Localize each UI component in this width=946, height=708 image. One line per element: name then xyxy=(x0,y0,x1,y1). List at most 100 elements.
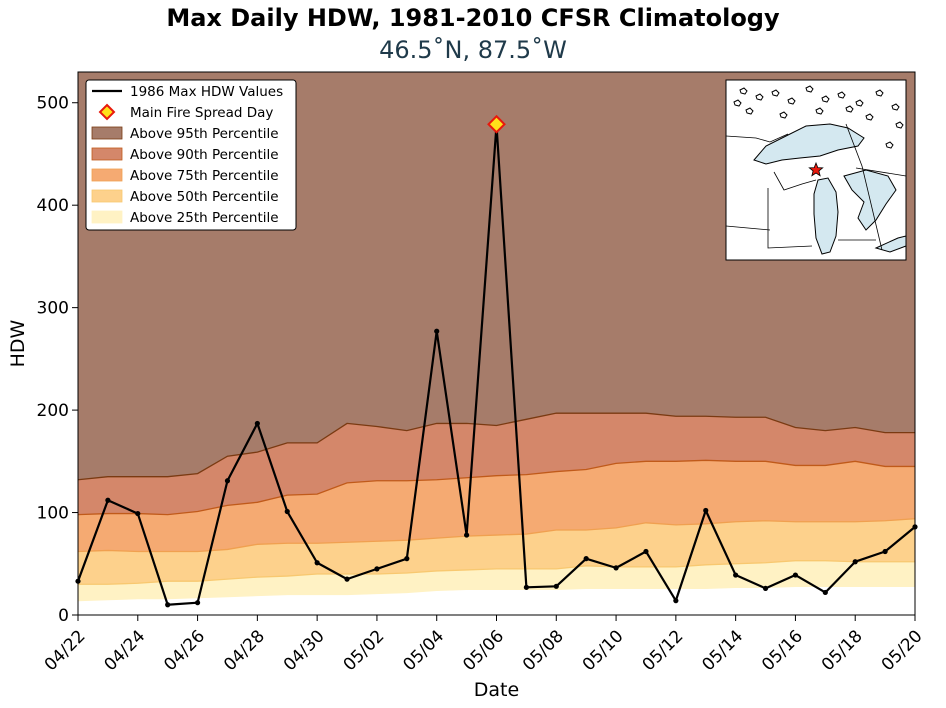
legend-label: Above 95th Percentile xyxy=(130,126,279,142)
y-tick-label: 400 xyxy=(37,196,69,216)
data-point xyxy=(374,566,380,572)
small-lake xyxy=(733,99,742,107)
data-point xyxy=(404,556,410,562)
border-line xyxy=(725,225,771,231)
percentile-line-1 xyxy=(77,459,915,516)
data-point xyxy=(733,572,739,578)
percentile-line-3 xyxy=(78,560,915,585)
small-lake xyxy=(837,91,846,99)
location-star-icon xyxy=(808,161,824,177)
x-tick-label: 05/08 xyxy=(519,626,568,675)
y-tick-label: 100 xyxy=(37,504,69,524)
main-fire-spread-day-marker xyxy=(487,114,506,134)
y-tick-label: 200 xyxy=(37,401,69,421)
y-tick-label: 0 xyxy=(58,606,69,626)
data-point xyxy=(284,508,290,515)
data-point xyxy=(105,497,111,503)
legend-patch-swatch xyxy=(91,126,123,140)
legend: 1986 Max HDW Values Main Fire Spread Day A… xyxy=(85,79,297,231)
legend-label: 1986 Max HDW Values xyxy=(130,84,283,100)
x-tick-label: 04/24 xyxy=(101,626,150,675)
x-tick-label: 04/22 xyxy=(41,626,90,675)
x-axis-label: Date xyxy=(474,679,519,701)
x-tick-label: 05/12 xyxy=(639,626,688,675)
legend-diamond-swatch xyxy=(98,103,116,121)
x-tick-label: 04/26 xyxy=(160,626,209,675)
small-lake xyxy=(787,97,796,105)
legend-patch-swatch xyxy=(91,189,123,203)
small-lake xyxy=(885,141,894,149)
data-point xyxy=(643,548,649,555)
percentile-line-2 xyxy=(77,518,916,553)
small-lake xyxy=(891,103,900,111)
percentile-line-4 xyxy=(77,585,915,602)
data-point xyxy=(344,576,350,582)
data-point xyxy=(703,507,709,514)
small-lake xyxy=(779,111,788,119)
x-tick-label: 05/04 xyxy=(399,626,448,675)
inset-map xyxy=(725,79,907,261)
small-lake xyxy=(845,105,854,113)
y-tick-label: 300 xyxy=(37,299,69,319)
chart-subtitle: 46.5˚N, 87.5˚W xyxy=(379,36,567,64)
border-line xyxy=(855,167,907,177)
border-line xyxy=(725,133,789,143)
data-point xyxy=(165,602,171,608)
data-point xyxy=(314,560,320,566)
small-lake xyxy=(855,99,864,107)
x-tick-label: 05/18 xyxy=(818,626,867,675)
data-point xyxy=(434,328,440,334)
legend-patch-swatch xyxy=(91,168,123,182)
legend-patch-swatch xyxy=(91,147,123,161)
legend-label: Above 90th Percentile xyxy=(130,147,279,163)
small-lake xyxy=(771,89,780,97)
x-tick-label: 05/20 xyxy=(878,626,927,675)
legend-label: Above 50th Percentile xyxy=(130,189,279,205)
x-tick-label: 05/16 xyxy=(758,626,807,675)
data-point xyxy=(464,532,470,538)
y-tick-label: 500 xyxy=(37,94,69,114)
data-point xyxy=(523,584,529,590)
small-lake xyxy=(821,95,830,103)
data-point xyxy=(254,420,260,427)
data-point xyxy=(613,565,619,571)
small-lake xyxy=(895,121,904,129)
x-tick-label: 05/10 xyxy=(579,626,628,675)
small-lake xyxy=(755,93,764,101)
legend-label: Above 25th Percentile xyxy=(130,210,279,226)
small-lake xyxy=(745,107,754,115)
data-point xyxy=(762,585,769,591)
data-point xyxy=(194,600,201,606)
data-point xyxy=(553,583,559,589)
lake-michigan xyxy=(813,177,839,255)
legend-label: Main Fire Spread Day xyxy=(130,105,273,121)
data-point xyxy=(224,478,231,484)
x-tick-label: 05/14 xyxy=(698,626,747,675)
border-line xyxy=(845,123,883,251)
data-point xyxy=(673,598,679,604)
x-tick-label: 05/06 xyxy=(459,626,508,675)
x-tick-label: 04/30 xyxy=(280,626,329,675)
data-point xyxy=(822,589,828,596)
data-point xyxy=(882,548,888,555)
lake-superior xyxy=(753,123,865,165)
small-lake xyxy=(815,107,824,115)
y-axis-label: HDW xyxy=(7,319,29,367)
series-layer xyxy=(75,114,918,608)
data-point xyxy=(135,510,141,517)
border-line xyxy=(767,188,813,249)
legend-box xyxy=(85,79,297,231)
small-lake xyxy=(805,85,814,93)
small-lake xyxy=(875,89,884,97)
percentile-line-0 xyxy=(77,412,915,481)
legend-label: Above 75th Percentile xyxy=(130,168,279,184)
data-point xyxy=(792,572,799,578)
data-point xyxy=(852,559,858,565)
small-lake xyxy=(739,87,748,95)
lake-erie xyxy=(874,235,907,253)
data-point xyxy=(583,556,589,562)
band-below-25th-percentile xyxy=(78,586,915,615)
legend-patch-swatch xyxy=(91,210,123,224)
small-lake xyxy=(865,113,874,121)
